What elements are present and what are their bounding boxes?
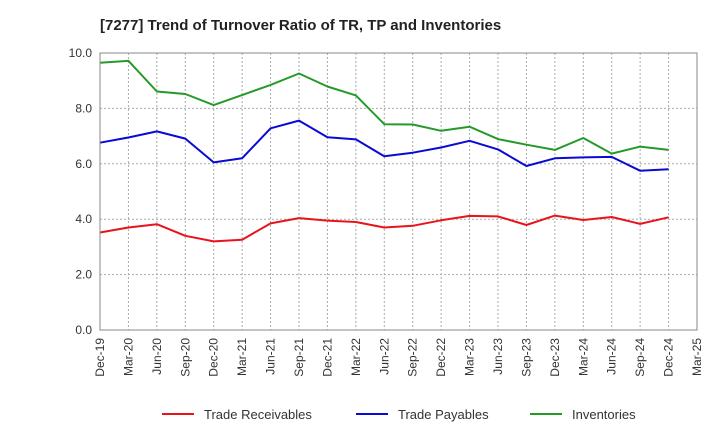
legend-label: Trade Receivables [204,407,312,422]
x-tick-label: Sep-23 [519,338,533,377]
x-tick-label: Jun-23 [491,338,505,375]
y-tick-label: 4.0 [75,212,92,226]
x-tick-label: Sep-24 [633,338,647,377]
series-line-2 [99,119,669,172]
series-line-1 [99,214,669,243]
y-tick-label: 6.0 [75,157,92,171]
x-tick-label: Jun-21 [264,338,278,375]
legend-label: Trade Payables [398,407,489,422]
x-tick-label: Mar-21 [235,338,249,376]
x-tick-label: Jun-24 [605,338,619,375]
x-tick-label: Jun-20 [150,338,164,375]
x-tick-label: Dec-21 [320,338,334,377]
x-tick-label: Dec-23 [548,338,562,377]
y-axis-ticks: 0.0 2.0 4.0 6.0 8.0 10.0 [69,46,93,337]
x-tick-label: Sep-20 [178,338,192,377]
x-tick-label: Mar-20 [121,338,135,376]
x-tick-label: Jun-22 [377,338,391,375]
series-line-3 [99,59,669,155]
chart-title: [7277] Trend of Turnover Ratio of TR, TP… [100,17,501,34]
x-tick-label: Sep-22 [406,338,420,377]
x-axis-ticks: Dec-19 Mar-20 Jun-20 Sep-20 Dec-20 Mar-21 Jun-… [93,338,704,377]
x-tick-label: Dec-20 [207,338,221,377]
x-tick-label: Mar-23 [463,338,477,376]
x-tick-label: Mar-24 [576,338,590,376]
y-tick-label: 10.0 [69,46,93,60]
x-tick-label: Dec-24 [662,338,676,377]
x-tick-label: Sep-21 [292,338,306,377]
x-tick-label: Dec-22 [434,338,448,377]
grid-lines [100,53,697,330]
series-lines [99,59,669,243]
x-tick-label: Mar-25 [690,338,704,376]
x-tick-label: Dec-19 [93,338,107,377]
y-tick-label: 2.0 [75,268,92,282]
legend-label: Inventories [572,407,636,422]
y-tick-label: 0.0 [75,323,92,337]
legend: Trade Receivables Trade Payables Inventori… [162,407,636,422]
x-tick-label: Mar-22 [349,338,363,376]
plot-frame [99,52,698,331]
y-tick-label: 8.0 [75,101,92,115]
